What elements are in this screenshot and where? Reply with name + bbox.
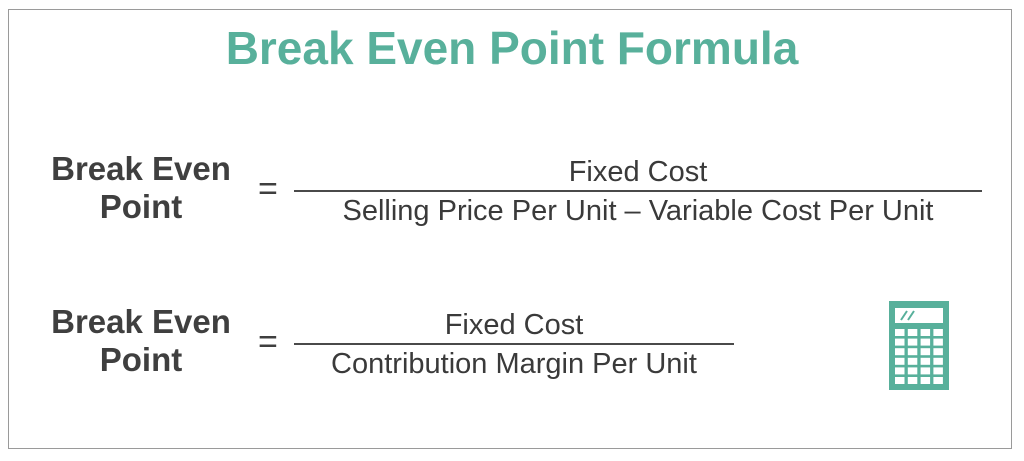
calculator-key [907, 348, 918, 356]
calculator-key [907, 329, 918, 336]
formula1-lhs: Break Even Point [26, 150, 256, 226]
formula2-fraction-bar [294, 343, 734, 345]
formula2-lhs: Break Even Point [26, 303, 256, 379]
calculator-display [895, 308, 943, 323]
calculator-key [920, 357, 931, 365]
display-glare-2 [907, 310, 915, 321]
calculator-key [907, 367, 918, 375]
calculator-key [895, 329, 905, 336]
formula1-equals: = [258, 170, 278, 208]
calculator-key [933, 377, 943, 384]
display-glare-1 [900, 310, 908, 321]
formula2-denominator: Contribution Margin Per Unit [331, 348, 697, 380]
formula1-lhs-line2: Point [99, 188, 183, 225]
formula-card [8, 9, 1012, 449]
calculator-keypad [895, 329, 943, 384]
formula2-numerator: Fixed Cost [444, 309, 584, 341]
calculator-key [907, 377, 918, 384]
calculator-key [920, 338, 931, 346]
formula2-lhs-line1: Break Even [51, 303, 231, 340]
calculator-key [895, 367, 905, 375]
calculator-key [895, 357, 905, 365]
calculator-key [895, 338, 905, 346]
calculator-key [933, 367, 943, 375]
calculator-key [920, 367, 931, 375]
calculator-key [933, 348, 943, 356]
calculator-key [933, 357, 943, 365]
formula1-lhs-line1: Break Even [51, 150, 231, 187]
calculator-key [933, 329, 943, 336]
calculator-icon [889, 301, 949, 390]
formula1-fraction-bar [294, 190, 982, 192]
formula2-equals: = [258, 323, 278, 361]
calculator-key [933, 338, 943, 346]
page-title: Break Even Point Formula [225, 22, 799, 74]
calculator-key [895, 348, 905, 356]
calculator-key [920, 348, 931, 356]
formula1-denominator: Selling Price Per Unit – Variable Cost P… [342, 195, 934, 227]
calculator-key [907, 338, 918, 346]
calculator-key [907, 357, 918, 365]
formula1-numerator: Fixed Cost [568, 156, 708, 188]
calculator-key [895, 377, 905, 384]
calculator-key [920, 329, 931, 336]
calculator-key [920, 377, 931, 384]
formula2-lhs-line2: Point [99, 341, 183, 378]
